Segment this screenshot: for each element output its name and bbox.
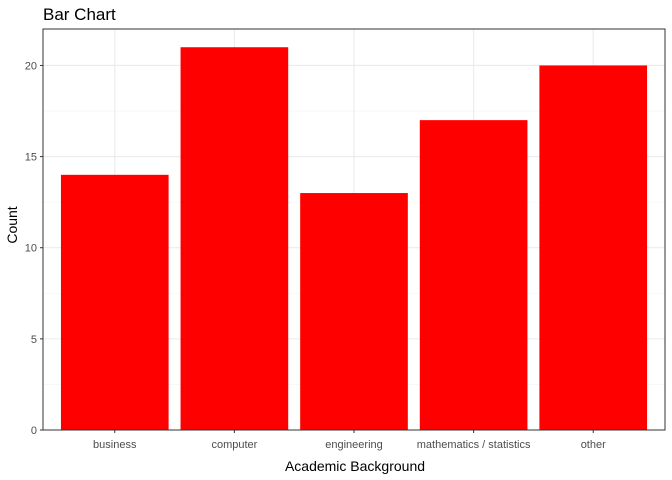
x-axis: business computer engineering mathematics /…	[93, 430, 606, 451]
x-tick-label: business	[93, 439, 137, 451]
y-tick-label: 10	[25, 243, 37, 255]
x-axis-title: Academic Background	[285, 458, 425, 474]
x-tick-label: other	[581, 439, 606, 451]
x-tick-label: mathematics / statistics	[417, 439, 531, 451]
y-tick-label: 15	[25, 152, 37, 164]
y-tick-label: 0	[31, 425, 37, 437]
y-tick-label: 20	[25, 60, 37, 72]
chart-title: Bar Chart	[43, 5, 116, 24]
y-axis-title: Count	[4, 206, 20, 243]
bars	[60, 47, 648, 431]
y-axis: 0 5 10 15 20	[25, 60, 43, 437]
x-tick-label: engineering	[325, 439, 383, 451]
bar-mathematics-statistics	[419, 120, 528, 431]
y-tick-label: 5	[31, 334, 37, 346]
bar-computer	[180, 47, 289, 431]
bar-business	[60, 174, 169, 430]
bar-engineering	[300, 193, 408, 430]
x-tick-label: computer	[211, 439, 257, 451]
bar-other	[539, 65, 648, 431]
